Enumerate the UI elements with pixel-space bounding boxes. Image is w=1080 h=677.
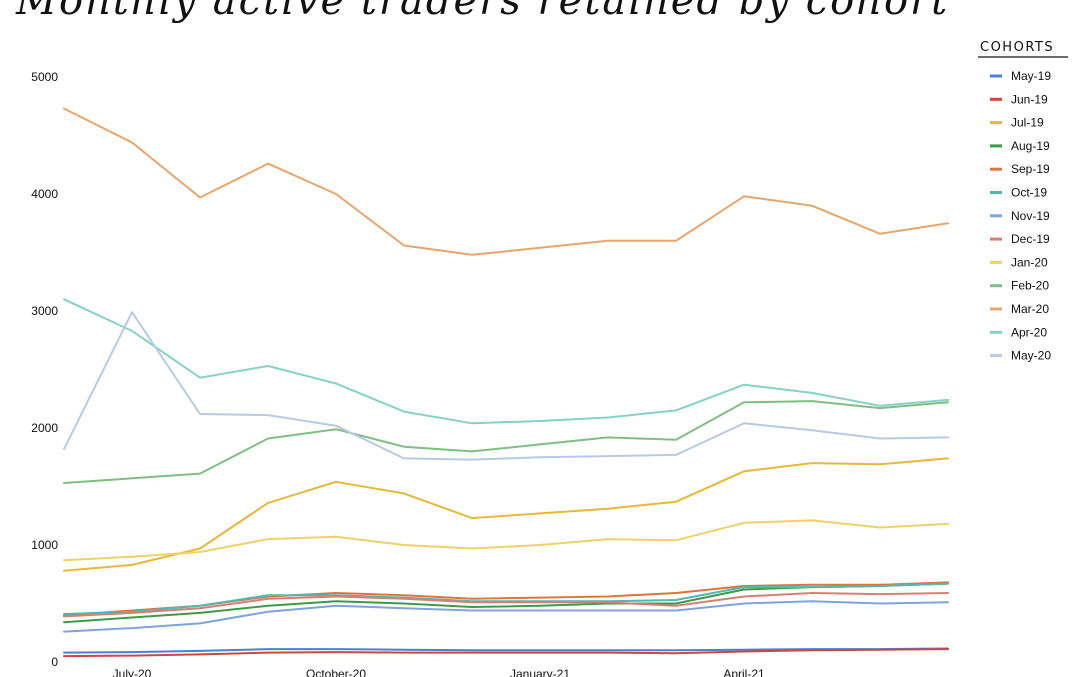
x-axis: July-20 October-20 January-21 April-21: [113, 667, 765, 677]
x-tick-label: July-20: [113, 667, 152, 677]
legend-label: Dec-19: [1011, 232, 1050, 246]
legend-title: COHORTS: [980, 40, 1054, 55]
y-tick-label: 0: [51, 655, 58, 669]
x-tick-label: January-21: [510, 667, 570, 677]
chart-title: Monthly active traders retained by cohor…: [15, 0, 949, 24]
y-tick-label: 5000: [31, 70, 58, 84]
series-line-may-19: [63, 647, 949, 654]
x-tick-label: October-20: [306, 667, 366, 677]
series-line-oct-19: [63, 582, 949, 615]
legend-label: Jan-20: [1011, 255, 1048, 269]
series-line-apr-20: [63, 298, 949, 425]
series-line-nov-19: [63, 600, 949, 633]
y-tick-label: 3000: [31, 304, 58, 318]
series-line-mar-20: [63, 107, 949, 256]
legend-label: Apr-20: [1011, 325, 1047, 339]
y-tick-label: 1000: [31, 538, 58, 552]
legend-label: Mar-20: [1011, 302, 1049, 316]
series-line-may-20: [63, 311, 949, 461]
y-tick-label: 4000: [31, 187, 58, 201]
legend-label: Jul-19: [1011, 116, 1044, 130]
legend-label: Oct-19: [1011, 186, 1047, 200]
legend-label: May-20: [1011, 349, 1051, 363]
legend-label: Nov-19: [1011, 209, 1050, 223]
plot-area: [63, 107, 949, 658]
legend-label: Jun-19: [1011, 92, 1048, 106]
series-line-jun-19: [63, 648, 949, 658]
y-tick-label: 2000: [31, 421, 58, 435]
series-line-dec-19: [63, 592, 949, 618]
legend-label: May-19: [1011, 69, 1051, 83]
series-line-feb-20: [63, 400, 949, 484]
series-line-jul-19: [63, 457, 949, 572]
series-line-jan-20: [63, 519, 949, 562]
legend-label: Sep-19: [1011, 162, 1050, 176]
legend: COHORTS May-19 Jun-19 Jul-19 Aug-19 Sep-19 Oc…: [978, 40, 1068, 363]
legend-label: Aug-19: [1011, 139, 1050, 153]
y-axis: 0 1000 2000 3000 4000 5000: [31, 70, 58, 669]
x-tick-label: April-21: [723, 667, 765, 677]
legend-label: Feb-20: [1011, 279, 1049, 293]
